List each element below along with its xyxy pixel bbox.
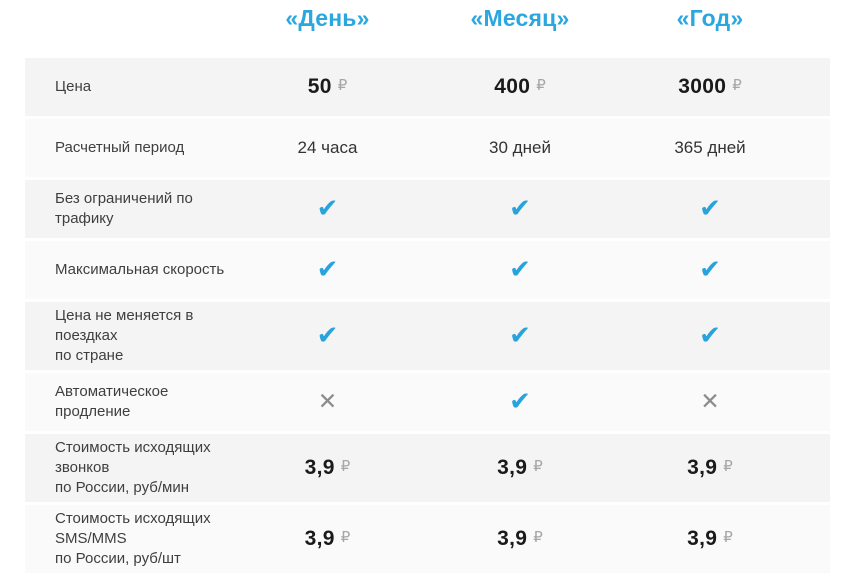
row-label-line: Стоимость исходящих звонков bbox=[55, 439, 211, 476]
check-icon: ✔ bbox=[509, 321, 531, 351]
table-header: «День» «Месяц» «Год» bbox=[25, 0, 830, 44]
price-cell: 3,9 ₽ bbox=[615, 505, 805, 573]
mark-cell: ✔ bbox=[425, 241, 615, 299]
row-label: Автоматическое продление bbox=[25, 373, 230, 431]
header-spacer bbox=[25, 0, 230, 36]
ruble-sign: ₽ bbox=[340, 457, 351, 475]
row-label: Цена bbox=[25, 58, 230, 116]
row-label: Без ограничений по трафику bbox=[25, 180, 230, 238]
ruble-sign: ₽ bbox=[340, 528, 351, 546]
price-cell: 3000 ₽ bbox=[615, 58, 805, 116]
table-row-autorenew: Автоматическое продление ✕ ✔ ✕ bbox=[25, 373, 830, 431]
mark-cell: ✔ bbox=[615, 180, 805, 238]
ruble-sign: ₽ bbox=[536, 76, 546, 94]
check-icon: ✔ bbox=[509, 194, 531, 224]
tab-plan-year[interactable]: «Год» bbox=[676, 4, 744, 31]
table-row-speed: Максимальная скорость ✔ ✔ ✔ bbox=[25, 241, 830, 299]
price-cell: 50 ₽ bbox=[230, 58, 425, 116]
row-label: Максимальная скорость bbox=[25, 241, 230, 299]
row-label: Расчетный период bbox=[25, 119, 230, 177]
header-col-day: «День» bbox=[230, 0, 425, 36]
row-label: Цена не меняется в поездках по стране bbox=[25, 302, 230, 370]
table-row-sms-cost: Стоимость исходящих SMS/MMS по России, р… bbox=[25, 505, 830, 573]
ruble-sign: ₽ bbox=[732, 76, 742, 94]
tab-plan-month[interactable]: «Месяц» bbox=[470, 4, 570, 31]
check-icon: ✔ bbox=[699, 194, 721, 224]
check-icon: ✔ bbox=[509, 255, 531, 285]
price-cell: 3,9 ₽ bbox=[615, 434, 805, 502]
tariff-comparison-table: «День» «Месяц» «Год» Цена 50 ₽ 400 ₽ 300… bbox=[25, 0, 830, 576]
price-value: 3,9 bbox=[687, 456, 718, 479]
row-label-line: по России, руб/шт bbox=[55, 550, 181, 567]
mark-cell: ✕ bbox=[615, 373, 805, 431]
header-col-month: «Месяц» bbox=[425, 0, 615, 36]
row-label-line: по России, руб/мин bbox=[55, 479, 189, 496]
ruble-sign: ₽ bbox=[723, 528, 733, 546]
mark-cell: ✔ bbox=[230, 241, 425, 299]
cross-icon: ✕ bbox=[317, 388, 338, 415]
table-row-traffic: Без ограничений по трафику ✔ ✔ ✔ bbox=[25, 180, 830, 238]
mark-cell: ✔ bbox=[425, 180, 615, 238]
price-value: 50 bbox=[307, 75, 332, 98]
period-value: 365 дней bbox=[674, 138, 746, 157]
row-label-line: Автоматическое продление bbox=[55, 383, 169, 420]
check-icon: ✔ bbox=[699, 255, 721, 285]
price-cell: 3,9 ₽ bbox=[425, 434, 615, 502]
tab-plan-day[interactable]: «День» bbox=[285, 4, 370, 31]
cross-icon: ✕ bbox=[700, 388, 720, 415]
price-value: 3,9 bbox=[304, 527, 335, 550]
text-cell: 365 дней bbox=[615, 119, 805, 177]
check-icon: ✔ bbox=[509, 387, 531, 417]
table-row-period: Расчетный период 24 часа 30 дней 365 дне… bbox=[25, 119, 830, 177]
mark-cell: ✔ bbox=[230, 302, 425, 370]
price-value: 3,9 bbox=[687, 527, 718, 550]
mark-cell: ✔ bbox=[615, 241, 805, 299]
check-icon: ✔ bbox=[316, 321, 339, 351]
ruble-sign: ₽ bbox=[533, 528, 543, 546]
mark-cell: ✔ bbox=[230, 180, 425, 238]
period-value: 30 дней bbox=[489, 138, 551, 157]
period-value: 24 часа bbox=[297, 138, 358, 157]
table-row-roaming: Цена не меняется в поездках по стране ✔ … bbox=[25, 302, 830, 370]
row-label-line: Максимальная скорость bbox=[55, 261, 225, 278]
mark-cell: ✔ bbox=[425, 302, 615, 370]
ruble-sign: ₽ bbox=[337, 76, 348, 94]
price-value: 400 bbox=[494, 75, 531, 98]
ruble-sign: ₽ bbox=[533, 457, 543, 475]
price-cell: 3,9 ₽ bbox=[230, 434, 425, 502]
price-value: 3,9 bbox=[497, 527, 528, 550]
price-cell: 3,9 ₽ bbox=[425, 505, 615, 573]
row-label-line: по стране bbox=[55, 347, 124, 364]
row-label-line: Цена bbox=[55, 78, 92, 95]
row-label-line: Стоимость исходящих SMS/MMS bbox=[55, 510, 211, 547]
price-value: 3,9 bbox=[304, 456, 335, 479]
price-value: 3,9 bbox=[497, 456, 528, 479]
text-cell: 24 часа bbox=[230, 119, 425, 177]
row-label-line: Без ограничений по трафику bbox=[55, 190, 193, 227]
row-label: Стоимость исходящих звонков по России, р… bbox=[25, 434, 230, 502]
header-col-year: «Год» bbox=[615, 0, 805, 36]
table-row-calls-cost: Стоимость исходящих звонков по России, р… bbox=[25, 434, 830, 502]
check-icon: ✔ bbox=[316, 255, 339, 285]
mark-cell: ✔ bbox=[615, 302, 805, 370]
row-label: Стоимость исходящих SMS/MMS по России, р… bbox=[25, 505, 230, 573]
mark-cell: ✔ bbox=[425, 373, 615, 431]
price-value: 3000 bbox=[678, 75, 727, 98]
row-label-line: Цена не меняется в поездках bbox=[55, 307, 194, 344]
table-row-price: Цена 50 ₽ 400 ₽ 3000 ₽ bbox=[25, 58, 830, 116]
check-icon: ✔ bbox=[316, 194, 339, 224]
price-cell: 400 ₽ bbox=[425, 58, 615, 116]
row-label-line: Расчетный период bbox=[55, 139, 185, 156]
ruble-sign: ₽ bbox=[723, 457, 733, 475]
check-icon: ✔ bbox=[699, 321, 721, 351]
price-cell: 3,9 ₽ bbox=[230, 505, 425, 573]
mark-cell: ✕ bbox=[230, 373, 425, 431]
text-cell: 30 дней bbox=[425, 119, 615, 177]
